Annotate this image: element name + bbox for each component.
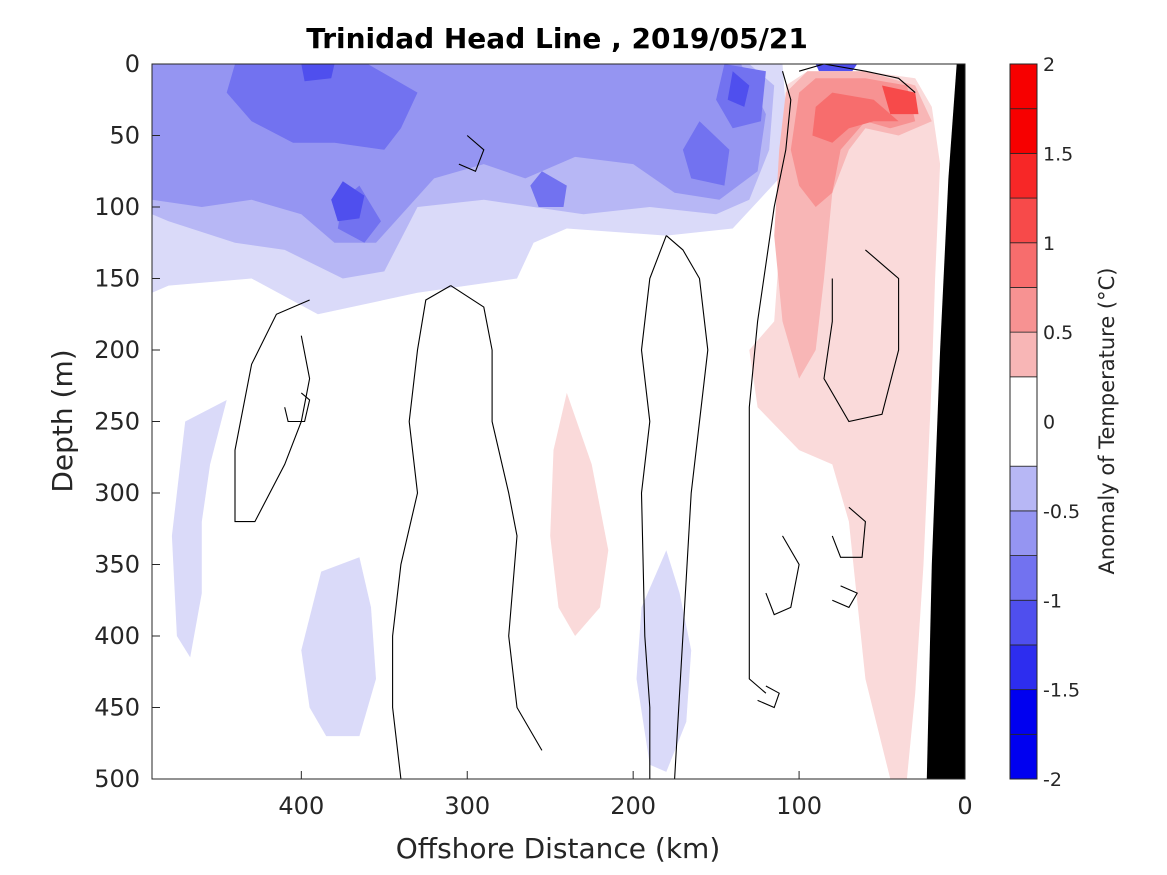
- colorbar-segment: [1009, 376, 1038, 467]
- zero-contour-line: [757, 685, 780, 709]
- colorbar-frame: [1009, 63, 1038, 780]
- cold-anomaly-region: [331, 181, 365, 222]
- zero-contour-line: [284, 392, 311, 423]
- colorbar-tick-label: 0: [1043, 412, 1055, 434]
- zero-contour-line: [748, 71, 792, 694]
- colorbar-tick-label: -2: [1043, 769, 1062, 791]
- zero-contour-line: [765, 535, 800, 616]
- colorbar-segment: [1009, 197, 1038, 244]
- bathymetry-shelf: [926, 64, 965, 779]
- y-tick-label: 0: [125, 50, 140, 78]
- warm-anomaly-region: [550, 392, 609, 636]
- cold-anomaly-region: [301, 64, 335, 82]
- warm-anomaly-region: [812, 92, 899, 143]
- cold-anomaly-region: [301, 557, 376, 737]
- colorbar-segment: [1009, 510, 1038, 556]
- colorbar-label: Anomaly of Temperature (°C): [1095, 268, 1119, 575]
- anomaly-contour-fill: [152, 64, 941, 779]
- x-tick-label: 100: [776, 792, 822, 820]
- x-tick-label: 0: [957, 792, 972, 820]
- colorbar: [1009, 63, 1038, 780]
- colorbar-tick-label: -0.5: [1043, 501, 1080, 523]
- colorbar-segment: [1009, 63, 1038, 110]
- colorbar-segment: [1009, 331, 1038, 378]
- y-tick-label: 50: [109, 122, 140, 150]
- x-tick-label: 300: [444, 792, 490, 820]
- colorbar-segment: [1009, 465, 1038, 512]
- zero-contour-line: [234, 299, 311, 523]
- cold-anomaly-region: [682, 121, 730, 186]
- colorbar-segment: [1009, 733, 1038, 780]
- y-tick-label: 400: [94, 622, 140, 650]
- cold-anomaly-region: [226, 64, 418, 150]
- x-axis-label: Offshore Distance (km): [396, 832, 721, 865]
- x-tick-label: 200: [610, 792, 656, 820]
- colorbar-segment: [1009, 689, 1038, 735]
- y-axis-label: Depth (m): [46, 349, 79, 492]
- cold-anomaly-region: [727, 71, 750, 107]
- y-axis-ticks: 0 50 100 150 200 250 300 350 400 450 500: [94, 50, 160, 793]
- colorbar-tick-label: 2: [1043, 54, 1055, 76]
- y-tick-label: 350: [94, 551, 140, 579]
- colorbar-segment: [1009, 152, 1038, 199]
- warm-anomaly-region: [882, 85, 919, 115]
- y-tick-label: 500: [94, 765, 140, 793]
- colorbar-tick-label: 1: [1043, 233, 1055, 255]
- colorbar-segment: [1009, 555, 1038, 601]
- chart-title: Trinidad Head Line , 2019/05/21: [306, 22, 808, 55]
- y-tick-label: 100: [94, 193, 140, 221]
- cold-anomaly-region: [815, 64, 858, 72]
- colorbar-segment: [1009, 599, 1038, 646]
- colorbar-tick-label: -1: [1043, 590, 1062, 612]
- cold-anomaly-region: [171, 400, 227, 658]
- zero-contour-line: [640, 235, 667, 779]
- colorbar-ticks: 2 1.5 1 0.5 0 -0.5 -1 -1.5 -2: [1043, 54, 1080, 791]
- x-axis-ticks: 400 300 200 100 0: [278, 771, 973, 820]
- zero-contour-line: [458, 135, 485, 173]
- zero-contour-line: [450, 285, 543, 751]
- y-tick-label: 450: [94, 694, 140, 722]
- colorbar-tick-label: 0.5: [1043, 322, 1073, 344]
- zero-contour-line: [832, 585, 858, 609]
- zero-contour-line: [392, 285, 451, 779]
- cold-anomaly-region: [530, 171, 567, 207]
- zero-contour-line: [798, 64, 916, 94]
- colorbar-segment: [1009, 108, 1038, 154]
- y-tick-label: 150: [94, 265, 140, 293]
- zero-contour-line: [823, 249, 900, 423]
- plot-frame: [151, 63, 966, 780]
- colorbar-segment: [1009, 287, 1038, 333]
- y-tick-label: 200: [94, 336, 140, 364]
- colorbar-tick-label: -1.5: [1043, 680, 1080, 702]
- x-tick-label: 400: [278, 792, 324, 820]
- y-tick-label: 250: [94, 408, 140, 436]
- zero-contour-line: [831, 506, 866, 558]
- zero-contour-lines: [234, 64, 916, 779]
- zero-contour-line: [665, 235, 709, 779]
- y-tick-label: 300: [94, 479, 140, 507]
- colorbar-tick-label: 1.5: [1043, 143, 1073, 165]
- colorbar-segment: [1009, 242, 1038, 288]
- colorbar-segment: [1009, 644, 1038, 691]
